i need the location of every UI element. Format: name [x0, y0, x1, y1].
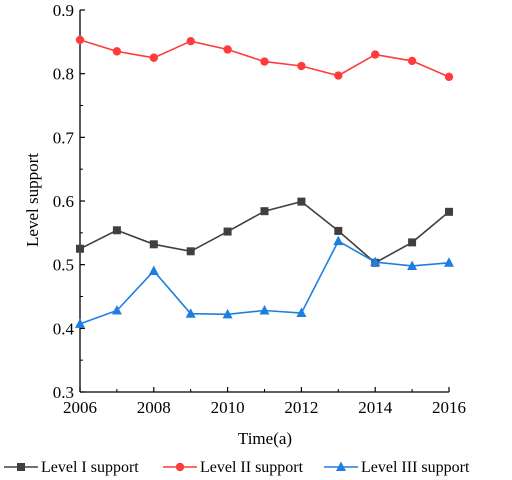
series-2	[75, 35, 454, 82]
data-point	[75, 35, 85, 45]
data-point	[408, 238, 417, 247]
data-point	[445, 207, 453, 216]
data-point	[75, 318, 85, 328]
data-point	[333, 235, 344, 246]
legend-label: Level III support	[361, 459, 470, 476]
data-point	[297, 61, 306, 71]
legend-item-3: Level III support	[324, 459, 470, 476]
data-point	[222, 308, 233, 319]
x-tick-label: 2012	[284, 398, 318, 417]
data-point	[186, 36, 195, 46]
data-point	[111, 305, 122, 315]
data-point	[223, 227, 232, 236]
data-point	[149, 240, 158, 249]
legend-marker	[175, 462, 185, 472]
data-point	[407, 56, 417, 66]
data-point	[260, 207, 269, 216]
data-point	[149, 53, 158, 62]
x-tick-label: 2006	[63, 398, 97, 417]
legend-marker	[336, 461, 346, 471]
x-tick-label: 2016	[432, 398, 466, 417]
data-point	[296, 307, 307, 318]
y-tick-label: 0.7	[53, 128, 75, 147]
x-tick-label: 2010	[211, 398, 245, 417]
y-tick-label: 0.8	[53, 65, 74, 84]
data-point	[407, 260, 418, 270]
data-point	[334, 226, 343, 235]
data-point	[260, 57, 269, 66]
y-tick-label: 0.9	[53, 1, 74, 20]
legend: Level I support Level II support Level III…	[4, 459, 470, 476]
data-point	[371, 50, 380, 59]
series-layer	[75, 35, 454, 328]
x-axis-label: Time(a)	[238, 429, 292, 448]
axes: 0.3 0.4 0.5 0.6 0.7 0.8 0.9 2006 2008 2010 2012 201…	[53, 1, 466, 417]
y-tick-label: 0.5	[53, 256, 74, 275]
data-point	[186, 247, 195, 256]
y-tick-label: 0.6	[53, 192, 74, 211]
legend-label: Level II support	[200, 459, 304, 476]
legend-marker	[17, 463, 25, 471]
legend-item-2: Level II support	[163, 459, 304, 476]
data-point	[444, 72, 454, 82]
data-point	[112, 226, 121, 235]
series-3	[75, 235, 454, 328]
data-point	[112, 47, 122, 56]
x-tick-label: 2008	[137, 398, 171, 417]
data-point	[259, 305, 270, 315]
data-point	[297, 197, 306, 206]
y-axis-label: Level support	[23, 153, 42, 247]
y-tick-label: 0.3	[53, 383, 74, 402]
data-point	[223, 45, 232, 54]
data-point	[370, 256, 381, 267]
data-point	[148, 265, 159, 276]
x-tick-label: 2014	[358, 398, 393, 417]
legend-item-1: Level I support	[4, 459, 139, 476]
series-1	[76, 197, 453, 267]
data-point	[76, 244, 84, 253]
data-point	[185, 308, 196, 318]
data-point	[444, 257, 454, 267]
data-point	[334, 71, 343, 80]
y-tick-label: 0.4	[53, 319, 75, 338]
legend-label: Level I support	[41, 459, 139, 476]
